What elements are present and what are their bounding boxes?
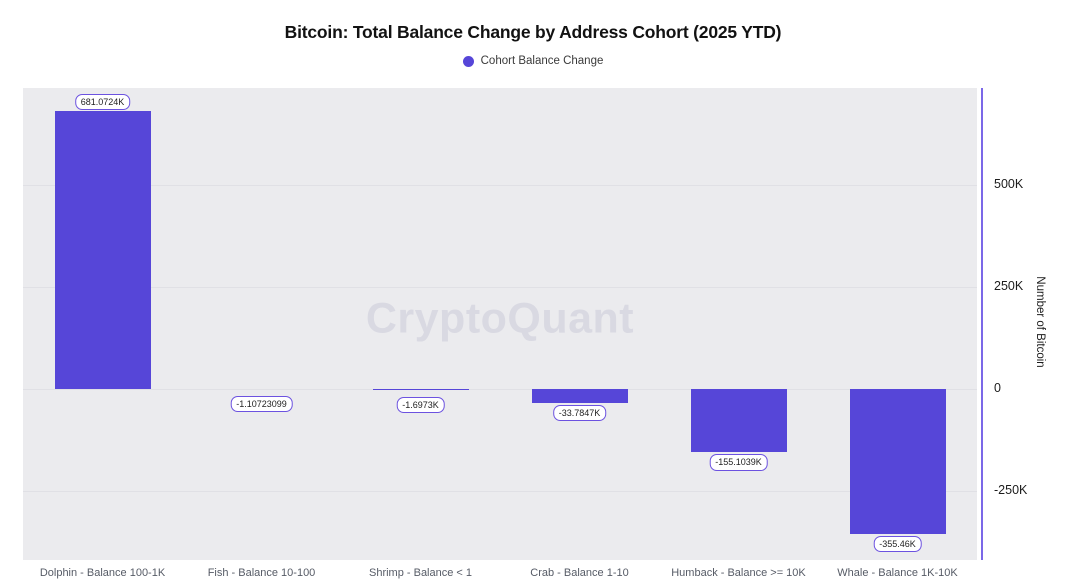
- bar-value-label: -155.1039K: [709, 454, 768, 471]
- legend-marker-icon: [462, 55, 474, 67]
- plot-area: CryptoQuant 681.0724K -1.10723099 -1.6973K…: [23, 88, 977, 560]
- bar[interactable]: [54, 111, 151, 389]
- bar-value-label: -1.10723099: [230, 396, 293, 413]
- watermark: CryptoQuant: [365, 294, 635, 343]
- bar-value-label: -33.7847K: [552, 404, 607, 422]
- y-axis-tick-label: 250K: [994, 279, 1024, 293]
- x-axis-category-label: Fish - Balance 10-100: [207, 567, 316, 579]
- gridline: [23, 185, 977, 186]
- bar[interactable]: [372, 389, 469, 390]
- x-axis-category-label: Crab - Balance 1-10: [530, 567, 629, 579]
- bar[interactable]: [849, 389, 946, 535]
- bar-value-label: -1.6973K: [396, 396, 445, 414]
- x-axis-category-label: Dolphin - Balance 100-1K: [39, 567, 166, 579]
- y-axis-line: [981, 88, 983, 560]
- bar[interactable]: [690, 389, 787, 453]
- legend-label: Cohort Balance Change: [480, 55, 604, 67]
- bar-value-label: -355.46K: [873, 536, 922, 553]
- y-axis-tick-label: 500K: [994, 177, 1024, 191]
- bar[interactable]: [531, 389, 628, 403]
- gridline: [23, 389, 977, 390]
- chart-title: Bitcoin: Total Balance Change by Address…: [284, 22, 782, 42]
- y-axis-tick-label: -250K: [994, 483, 1028, 497]
- x-axis-category-label: Humback - Balance >= 10K: [671, 567, 806, 579]
- y-axis-tick-label: 0: [994, 381, 1001, 395]
- legend[interactable]: Cohort Balance Change: [0, 55, 1066, 67]
- bar-value-label: 681.0724K: [74, 94, 131, 111]
- x-axis-category-label: Shrimp - Balance < 1: [368, 567, 473, 579]
- gridline: [23, 287, 977, 288]
- y-axis-title: Number of Bitcoin: [1034, 276, 1046, 368]
- x-axis-category-label: Whale - Balance 1K-10K: [837, 567, 958, 579]
- gridline: [23, 491, 977, 492]
